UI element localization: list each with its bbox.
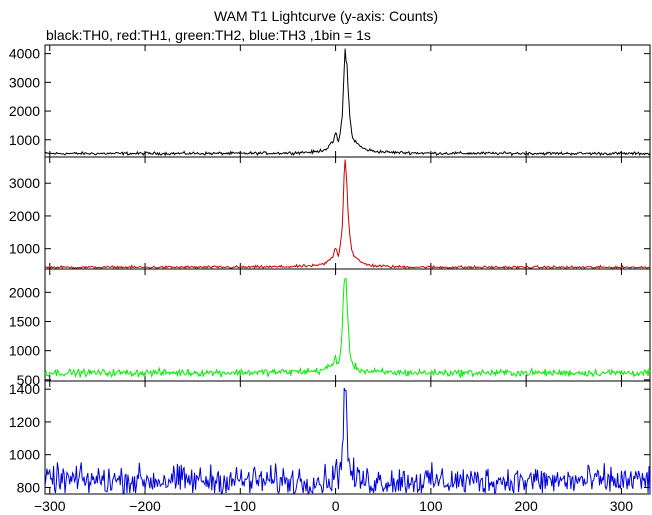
x-tick-label: −300 [34,498,66,514]
panel-frame-th1 [44,156,651,270]
x-tick-label: −100 [225,498,257,514]
x-tick-label: 0 [332,498,340,514]
y-tick-label: 800 [17,479,41,495]
series-line-th2 [44,277,651,379]
panel-frame-th0 [44,44,651,158]
y-tick-label: 1000 [9,132,40,148]
series-line-th0 [44,48,651,157]
y-tick-label: 1400 [9,381,40,397]
y-tick-label: 500 [17,372,41,388]
chart-title: WAM T1 Lightcurve (y-axis: Counts) [213,8,439,24]
x-tick-label: 200 [514,498,538,514]
chart-subtitle: black:TH0, red:TH1, green:TH2, blue:TH3 … [46,27,371,43]
series-line-th3 [44,387,651,495]
y-tick-label: 1000 [9,343,40,359]
x-tick-label: 300 [610,498,634,514]
y-tick-label: 2000 [9,208,40,224]
y-tick-label: 3000 [9,74,40,90]
y-tick-label: 2000 [9,103,40,119]
y-tick-label: 1200 [9,414,40,430]
series-line-th1 [44,159,651,270]
panel-frame-th3 [44,380,651,495]
x-tick-label: 100 [419,498,443,514]
y-tick-label: 1000 [9,447,40,463]
y-tick-label: 1000 [9,241,40,257]
panel-frame-th2 [44,268,651,382]
y-tick-label: 3000 [9,175,40,191]
y-tick-label: 2000 [9,284,40,300]
y-tick-label: 4000 [9,46,40,62]
y-tick-label: 1500 [9,314,40,330]
x-tick-label: −200 [129,498,161,514]
